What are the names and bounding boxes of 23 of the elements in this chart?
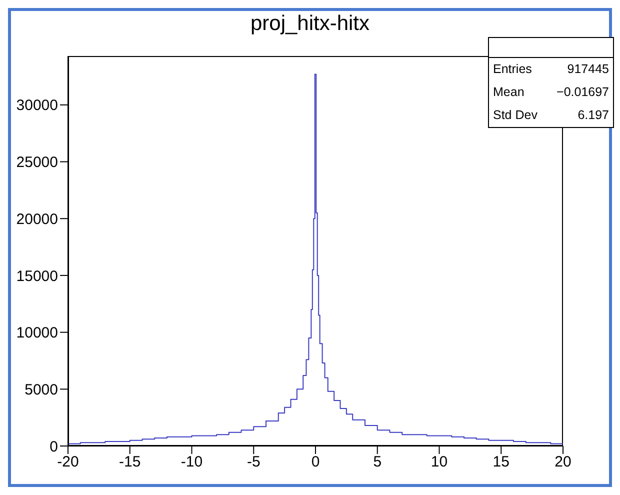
x-tick-label: 15 xyxy=(492,454,510,471)
annotation: Std Dev xyxy=(493,107,538,124)
x-tick-label: -5 xyxy=(246,454,260,471)
y-tick-label: 15000 xyxy=(16,268,58,285)
x-tick-label: 5 xyxy=(373,454,382,471)
x-tick-label: 0 xyxy=(311,454,320,471)
y-tick-label: 5000 xyxy=(24,381,58,398)
text: 6.197 xyxy=(578,108,609,122)
y-tick-label: 30000 xyxy=(16,97,58,114)
text: 917445 xyxy=(567,62,609,76)
y-tick-label: 20000 xyxy=(16,210,58,228)
x-tick-label: 10 xyxy=(430,454,448,471)
x-tick-label: 20 xyxy=(554,454,572,471)
x-tick-label: -10 xyxy=(180,454,203,471)
chart-title: proj_hitx-hitx xyxy=(249,12,371,36)
annotation: Mean xyxy=(493,84,524,101)
y-tick-label: 0 xyxy=(50,438,58,456)
y-tick-label: 10000 xyxy=(16,324,58,342)
y-tick-label: 25000 xyxy=(16,154,58,172)
annotation: −0.01697 xyxy=(556,84,609,101)
x-tick-label: -20 xyxy=(57,454,79,471)
annotation: Entries xyxy=(493,61,532,78)
x-tick-label: -15 xyxy=(119,454,141,471)
